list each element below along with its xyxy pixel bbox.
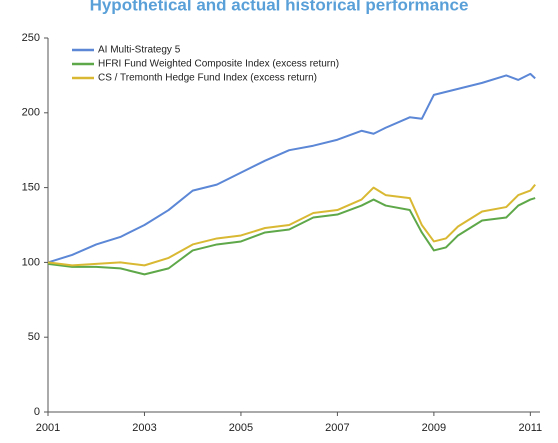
chart-title: Hypothetical and actual historical perfo… xyxy=(90,0,469,14)
legend-label: CS / Tremonth Hedge Fund Index (excess r… xyxy=(98,73,317,84)
y-tick-label: 200 xyxy=(22,107,40,119)
x-tick-label: 2003 xyxy=(132,422,156,434)
y-tick-label: 250 xyxy=(22,32,40,44)
y-tick-label: 100 xyxy=(22,256,40,268)
legend-label: AI Multi-Strategy 5 xyxy=(98,45,181,56)
x-tick-label: 2001 xyxy=(36,422,60,434)
legend-label: HFRI Fund Weighted Composite Index (exce… xyxy=(98,59,339,70)
series-line xyxy=(47,183,536,267)
series-line xyxy=(47,197,536,276)
y-tick-label: 150 xyxy=(22,182,40,194)
series-line xyxy=(47,72,536,264)
x-tick-label: 2011 xyxy=(519,422,543,434)
y-tick-label: 0 xyxy=(34,406,40,418)
y-tick-label: 50 xyxy=(28,331,40,343)
x-tick-label: 2007 xyxy=(325,422,349,434)
x-tick-label: 2005 xyxy=(229,422,253,434)
x-tick-label: 2009 xyxy=(422,422,446,434)
